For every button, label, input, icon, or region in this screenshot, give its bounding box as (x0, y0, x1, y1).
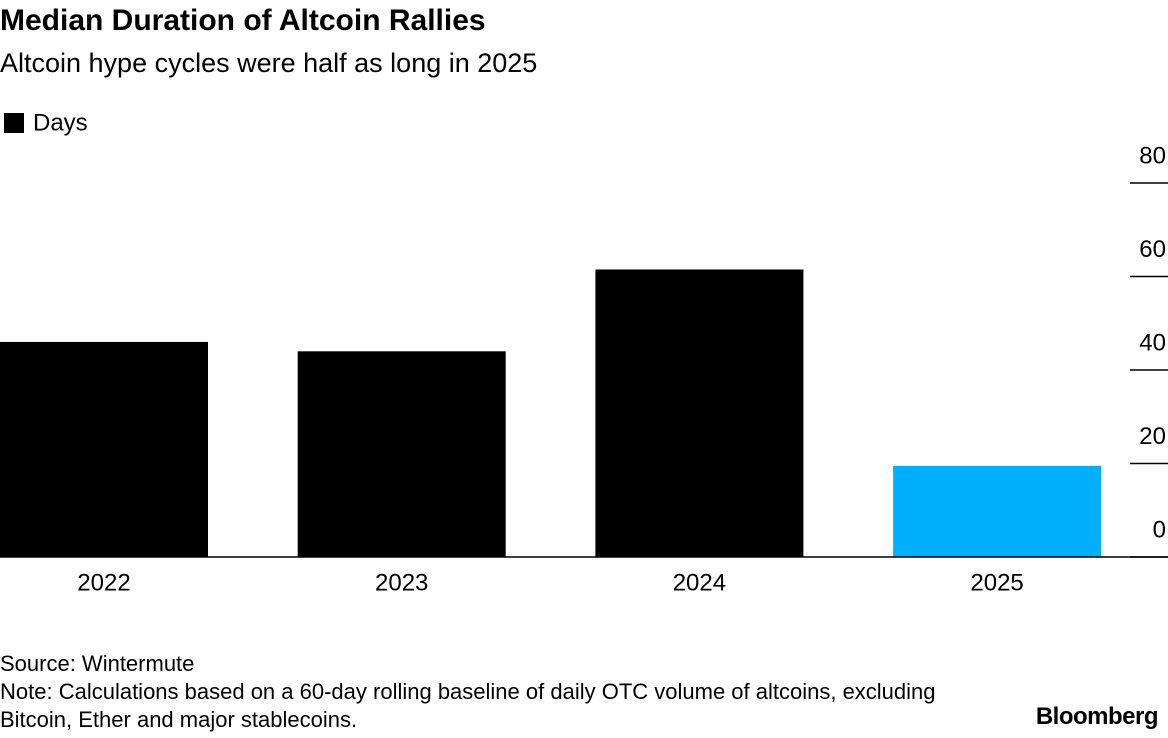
x-tick-label: 2022 (77, 569, 130, 596)
y-tick-label: 80 (1139, 142, 1166, 169)
y-tick-label: 60 (1139, 236, 1166, 263)
bar (297, 351, 506, 557)
footnote: Source: Wintermute Note: Calculations ba… (0, 650, 940, 734)
bar (893, 465, 1102, 557)
bar (0, 341, 208, 557)
y-tick-label: 20 (1139, 423, 1166, 450)
bar (595, 269, 804, 557)
x-tick-label: 2025 (970, 569, 1023, 596)
y-tick-label: 40 (1139, 329, 1166, 356)
legend-swatch (4, 113, 24, 133)
x-tick-label: 2023 (375, 569, 428, 596)
source: Source: Wintermute (0, 651, 195, 676)
y-tick-label: 0 (1153, 516, 1166, 543)
logo: Bloomberg (1035, 703, 1159, 730)
chart-title: Median Duration of Altcoin Rallies (0, 4, 486, 37)
legend-label: Days (33, 109, 88, 136)
x-tick-label: 2024 (673, 569, 726, 596)
chart-subtitle: Altcoin hype cycles were half as long in… (0, 48, 537, 78)
note: Note: Calculations based on a 60-day rol… (0, 679, 936, 732)
